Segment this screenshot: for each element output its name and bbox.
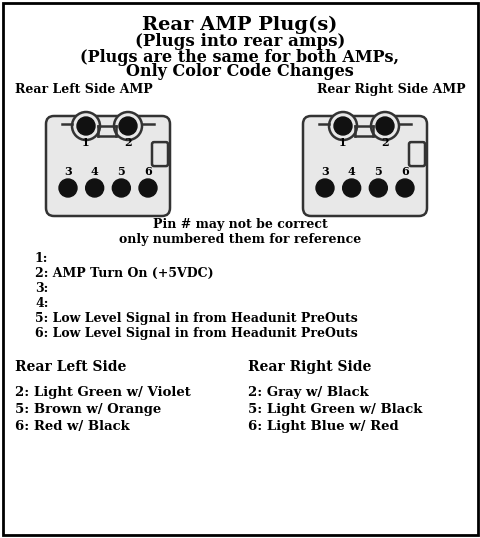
Circle shape xyxy=(72,112,100,140)
Circle shape xyxy=(342,179,360,197)
Text: 5: Low Level Signal in from Headunit PreOuts: 5: Low Level Signal in from Headunit Pre… xyxy=(35,312,357,325)
Text: 1: 1 xyxy=(82,137,90,148)
Text: Pin # may not be correct: Pin # may not be correct xyxy=(152,218,327,231)
Text: 2: Gray w/ Black: 2: Gray w/ Black xyxy=(248,386,368,399)
Text: 4: 4 xyxy=(347,166,355,177)
Text: 3:: 3: xyxy=(35,282,48,295)
Bar xyxy=(142,124,154,138)
Bar xyxy=(72,124,142,140)
Text: 5: Brown w/ Orange: 5: Brown w/ Orange xyxy=(15,403,161,416)
Circle shape xyxy=(333,117,351,135)
Text: 4: 4 xyxy=(91,166,98,177)
Bar xyxy=(316,124,328,138)
Bar xyxy=(60,124,72,138)
Text: 6: Red w/ Black: 6: Red w/ Black xyxy=(15,420,130,433)
FancyBboxPatch shape xyxy=(408,142,424,166)
Text: 6: Light Blue w/ Red: 6: Light Blue w/ Red xyxy=(248,420,398,433)
Text: 5: 5 xyxy=(373,166,382,177)
Text: (Plugs into rear amps): (Plugs into rear amps) xyxy=(134,33,345,50)
Text: 4:: 4: xyxy=(35,297,48,310)
FancyBboxPatch shape xyxy=(46,116,169,216)
Circle shape xyxy=(119,117,137,135)
Circle shape xyxy=(85,179,104,197)
Text: Rear AMP Plug(s): Rear AMP Plug(s) xyxy=(142,16,337,34)
Circle shape xyxy=(139,179,156,197)
Bar xyxy=(328,124,398,140)
Text: 5: Light Green w/ Black: 5: Light Green w/ Black xyxy=(248,403,421,416)
Text: (Plugs are the same for both AMPs,: (Plugs are the same for both AMPs, xyxy=(80,49,399,66)
Text: 2: 2 xyxy=(380,137,388,148)
Text: 5: 5 xyxy=(117,166,125,177)
Text: 1:: 1: xyxy=(35,252,48,265)
Text: Rear Right Side: Rear Right Side xyxy=(248,360,371,374)
FancyBboxPatch shape xyxy=(302,116,426,216)
Text: Rear Left Side: Rear Left Side xyxy=(15,360,126,374)
Circle shape xyxy=(315,179,333,197)
FancyBboxPatch shape xyxy=(152,142,168,166)
FancyBboxPatch shape xyxy=(3,3,477,535)
Text: Only Color Code Changes: Only Color Code Changes xyxy=(126,63,353,80)
Circle shape xyxy=(112,179,130,197)
Text: 3: 3 xyxy=(321,166,328,177)
Text: 6: 6 xyxy=(144,166,152,177)
Text: Rear Left Side AMP: Rear Left Side AMP xyxy=(15,83,153,96)
Circle shape xyxy=(328,112,356,140)
Bar xyxy=(398,124,410,138)
Circle shape xyxy=(375,117,393,135)
Text: 3: 3 xyxy=(64,166,72,177)
Circle shape xyxy=(395,179,413,197)
Circle shape xyxy=(369,179,386,197)
Text: Rear Right Side AMP: Rear Right Side AMP xyxy=(317,83,465,96)
Text: 2: AMP Turn On (+5VDC): 2: AMP Turn On (+5VDC) xyxy=(35,267,213,280)
Circle shape xyxy=(59,179,77,197)
Text: only numbered them for reference: only numbered them for reference xyxy=(119,233,360,246)
Circle shape xyxy=(370,112,398,140)
Circle shape xyxy=(114,112,142,140)
Text: 2: 2 xyxy=(124,137,132,148)
Text: 2: Light Green w/ Violet: 2: Light Green w/ Violet xyxy=(15,386,191,399)
Text: 6: Low Level Signal in from Headunit PreOuts: 6: Low Level Signal in from Headunit Pre… xyxy=(35,327,357,340)
Circle shape xyxy=(77,117,95,135)
Text: 6: 6 xyxy=(400,166,408,177)
Text: 1: 1 xyxy=(338,137,346,148)
